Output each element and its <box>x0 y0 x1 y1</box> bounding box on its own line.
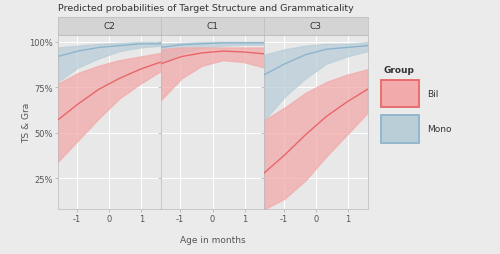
Text: Bil: Bil <box>427 89 438 98</box>
Y-axis label: TS & Gra: TS & Gra <box>22 103 32 142</box>
Text: C1: C1 <box>206 22 218 31</box>
Bar <box>381 116 420 143</box>
Bar <box>381 80 420 107</box>
Text: Age in months: Age in months <box>180 235 246 244</box>
Text: Predicted probabilities of Target Structure and Grammaticality: Predicted probabilities of Target Struct… <box>58 4 353 13</box>
Text: C3: C3 <box>310 22 322 31</box>
Text: Mono: Mono <box>427 125 452 134</box>
Text: C2: C2 <box>103 22 115 31</box>
Text: Group: Group <box>383 66 414 75</box>
